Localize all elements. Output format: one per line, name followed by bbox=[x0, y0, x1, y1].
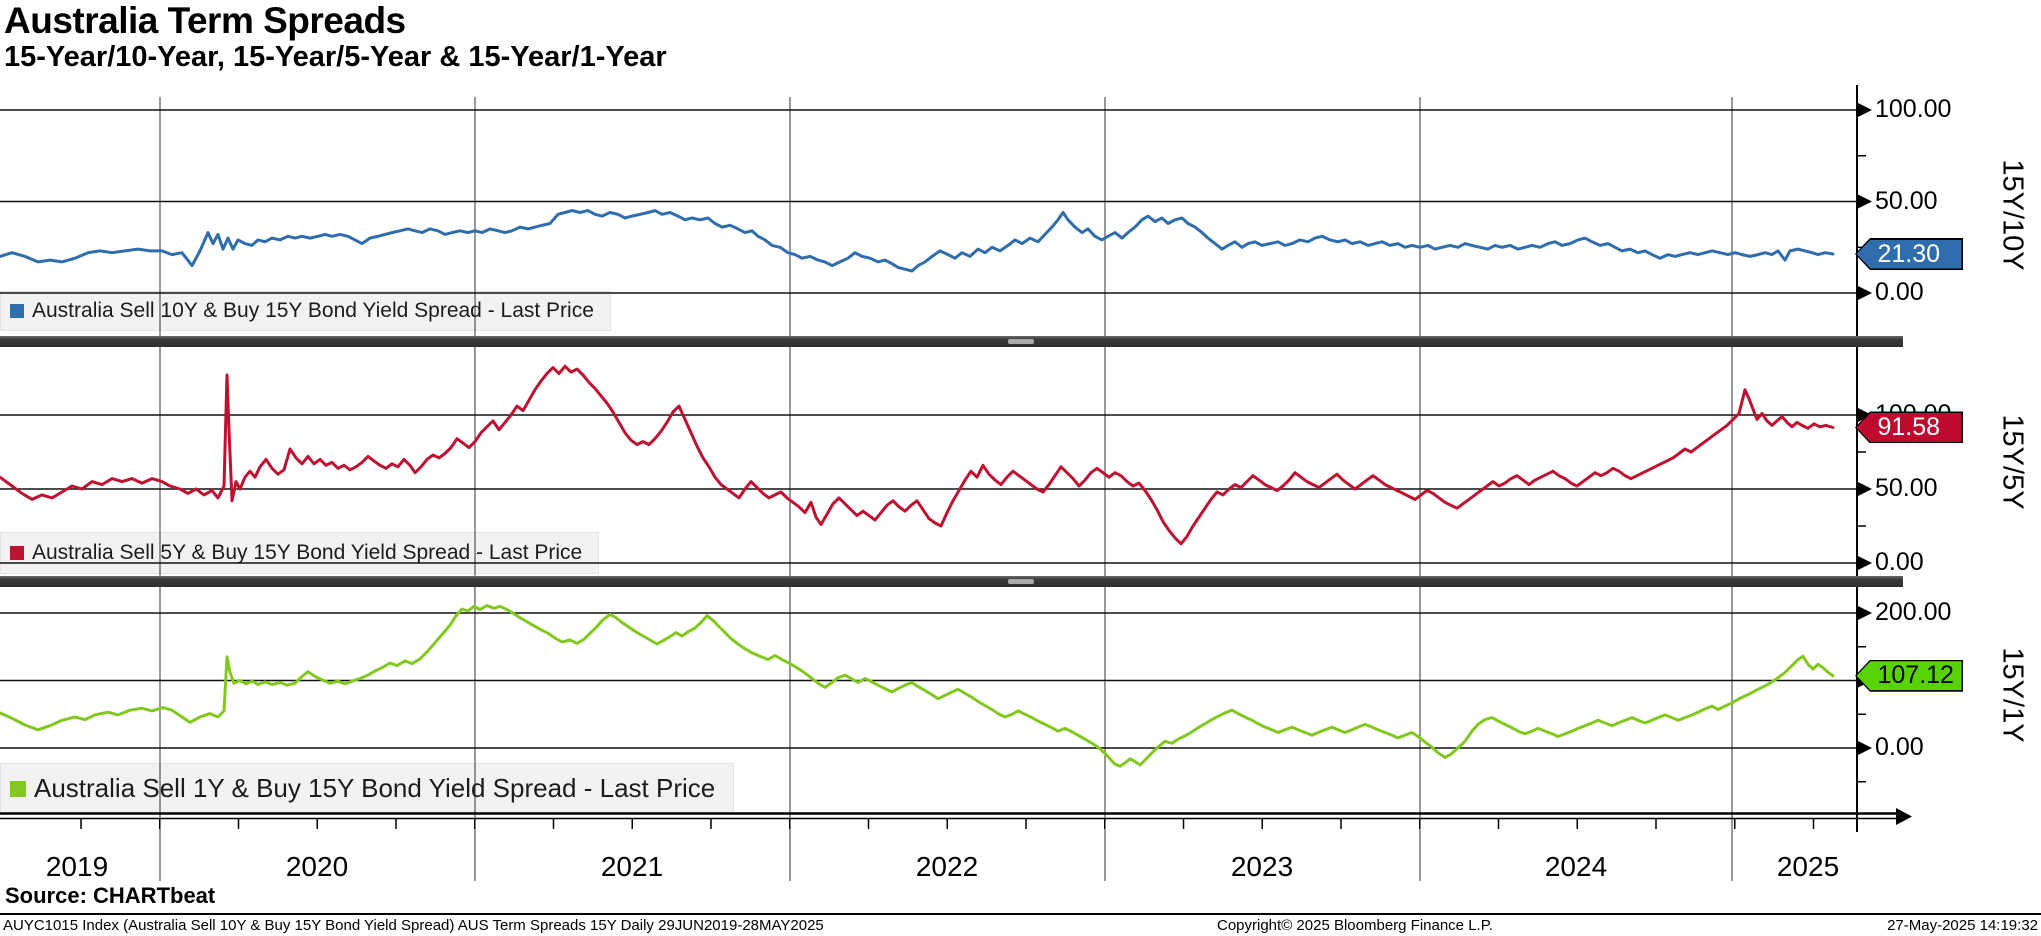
axis-arrow-icon bbox=[1858, 482, 1872, 496]
legend-label: Australia Sell 1Y & Buy 15Y Bond Yield S… bbox=[34, 773, 716, 803]
footer-divider bbox=[0, 913, 2041, 915]
last-price-value: 21.30 bbox=[1856, 239, 1962, 269]
y-axis-tick-label: 0.00 bbox=[1875, 278, 1924, 306]
x-axis-year-label: 2023 bbox=[1230, 851, 1294, 882]
x-axis-year-label: 2025 bbox=[1776, 851, 1840, 882]
legend-15y1y[interactable]: Australia Sell 1Y & Buy 15Y Bond Yield S… bbox=[0, 763, 735, 814]
axis-arrow-icon bbox=[1858, 103, 1872, 117]
footer-copyright: Copyright© 2025 Bloomberg Finance L.P. bbox=[1217, 917, 1493, 934]
page-title: Australia Term Spreads bbox=[4, 0, 406, 41]
legend-swatch-red-icon bbox=[10, 546, 24, 560]
legend-15y10y[interactable]: Australia Sell 10Y & Buy 15Y Bond Yield … bbox=[0, 291, 611, 331]
axis-arrow-icon bbox=[1858, 606, 1872, 620]
axis-arrow-icon bbox=[1858, 194, 1872, 209]
axis-arrow-icon bbox=[1858, 286, 1872, 300]
axis-title-15y10y: 15Y/10Y bbox=[1996, 159, 2029, 271]
drag-grip-icon[interactable] bbox=[1008, 339, 1034, 344]
y-axis-tick-label: 50.00 bbox=[1875, 474, 1938, 502]
last-price-value: 107.12 bbox=[1856, 661, 1962, 691]
panel-separator-2[interactable] bbox=[0, 576, 1903, 587]
x-axis-year-label: 2020 bbox=[285, 851, 349, 882]
legend-label: Australia Sell 5Y & Buy 15Y Bond Yield S… bbox=[32, 541, 583, 564]
x-axis-year-label: 2024 bbox=[1544, 851, 1608, 882]
y-axis-tick-label: 0.00 bbox=[1875, 548, 1924, 576]
last-price-badge-15Y/10Y: 21.30 bbox=[1855, 238, 1963, 271]
footer-timestamp: 27-May-2025 14:19:32 bbox=[1887, 917, 2038, 934]
series-line-15Y/5Y bbox=[0, 364, 1835, 546]
y-axis-tick-label: 100.00 bbox=[1875, 95, 1952, 123]
last-price-badge-15Y/1Y: 107.12 bbox=[1855, 659, 1963, 692]
page-subtitle: 15-Year/10-Year, 15-Year/5-Year & 15-Yea… bbox=[4, 41, 667, 73]
legend-15y5y[interactable]: Australia Sell 5Y & Buy 15Y Bond Yield S… bbox=[0, 532, 600, 574]
x-axis-year-label: 2021 bbox=[600, 851, 664, 882]
axis-title-15y5y: 15Y/5Y bbox=[1996, 414, 2029, 510]
x-axis-year-label: 2019 bbox=[45, 851, 109, 882]
last-price-value: 91.58 bbox=[1856, 412, 1962, 442]
legend-swatch-green-icon bbox=[10, 780, 26, 797]
y-axis-tick-label: 200.00 bbox=[1875, 598, 1952, 626]
axis-title-15y1y: 15Y/1Y bbox=[1996, 647, 2029, 743]
drag-grip-icon[interactable] bbox=[1008, 579, 1034, 584]
axis-arrow-icon bbox=[1858, 741, 1872, 755]
x-axis-year-label: 2022 bbox=[915, 851, 979, 882]
legend-swatch-blue-icon bbox=[10, 304, 24, 318]
axis-arrow-icon bbox=[1858, 556, 1872, 570]
x-axis-arrow-icon bbox=[1896, 808, 1912, 825]
panel-separator-1[interactable] bbox=[0, 336, 1903, 347]
legend-label: Australia Sell 10Y & Buy 15Y Bond Yield … bbox=[32, 299, 594, 322]
source-line: Source: CHARTbeat bbox=[5, 883, 216, 908]
series-line-15Y/1Y bbox=[0, 604, 1835, 768]
y-axis-tick-label: 50.00 bbox=[1875, 186, 1938, 215]
last-price-badge-15Y/5Y: 91.58 bbox=[1855, 411, 1963, 444]
y-axis-tick-label: 0.00 bbox=[1875, 733, 1924, 761]
footer-security-info: AUYC1015 Index (Australia Sell 10Y & Buy… bbox=[3, 917, 824, 934]
series-line-15Y/10Y bbox=[0, 209, 1835, 273]
